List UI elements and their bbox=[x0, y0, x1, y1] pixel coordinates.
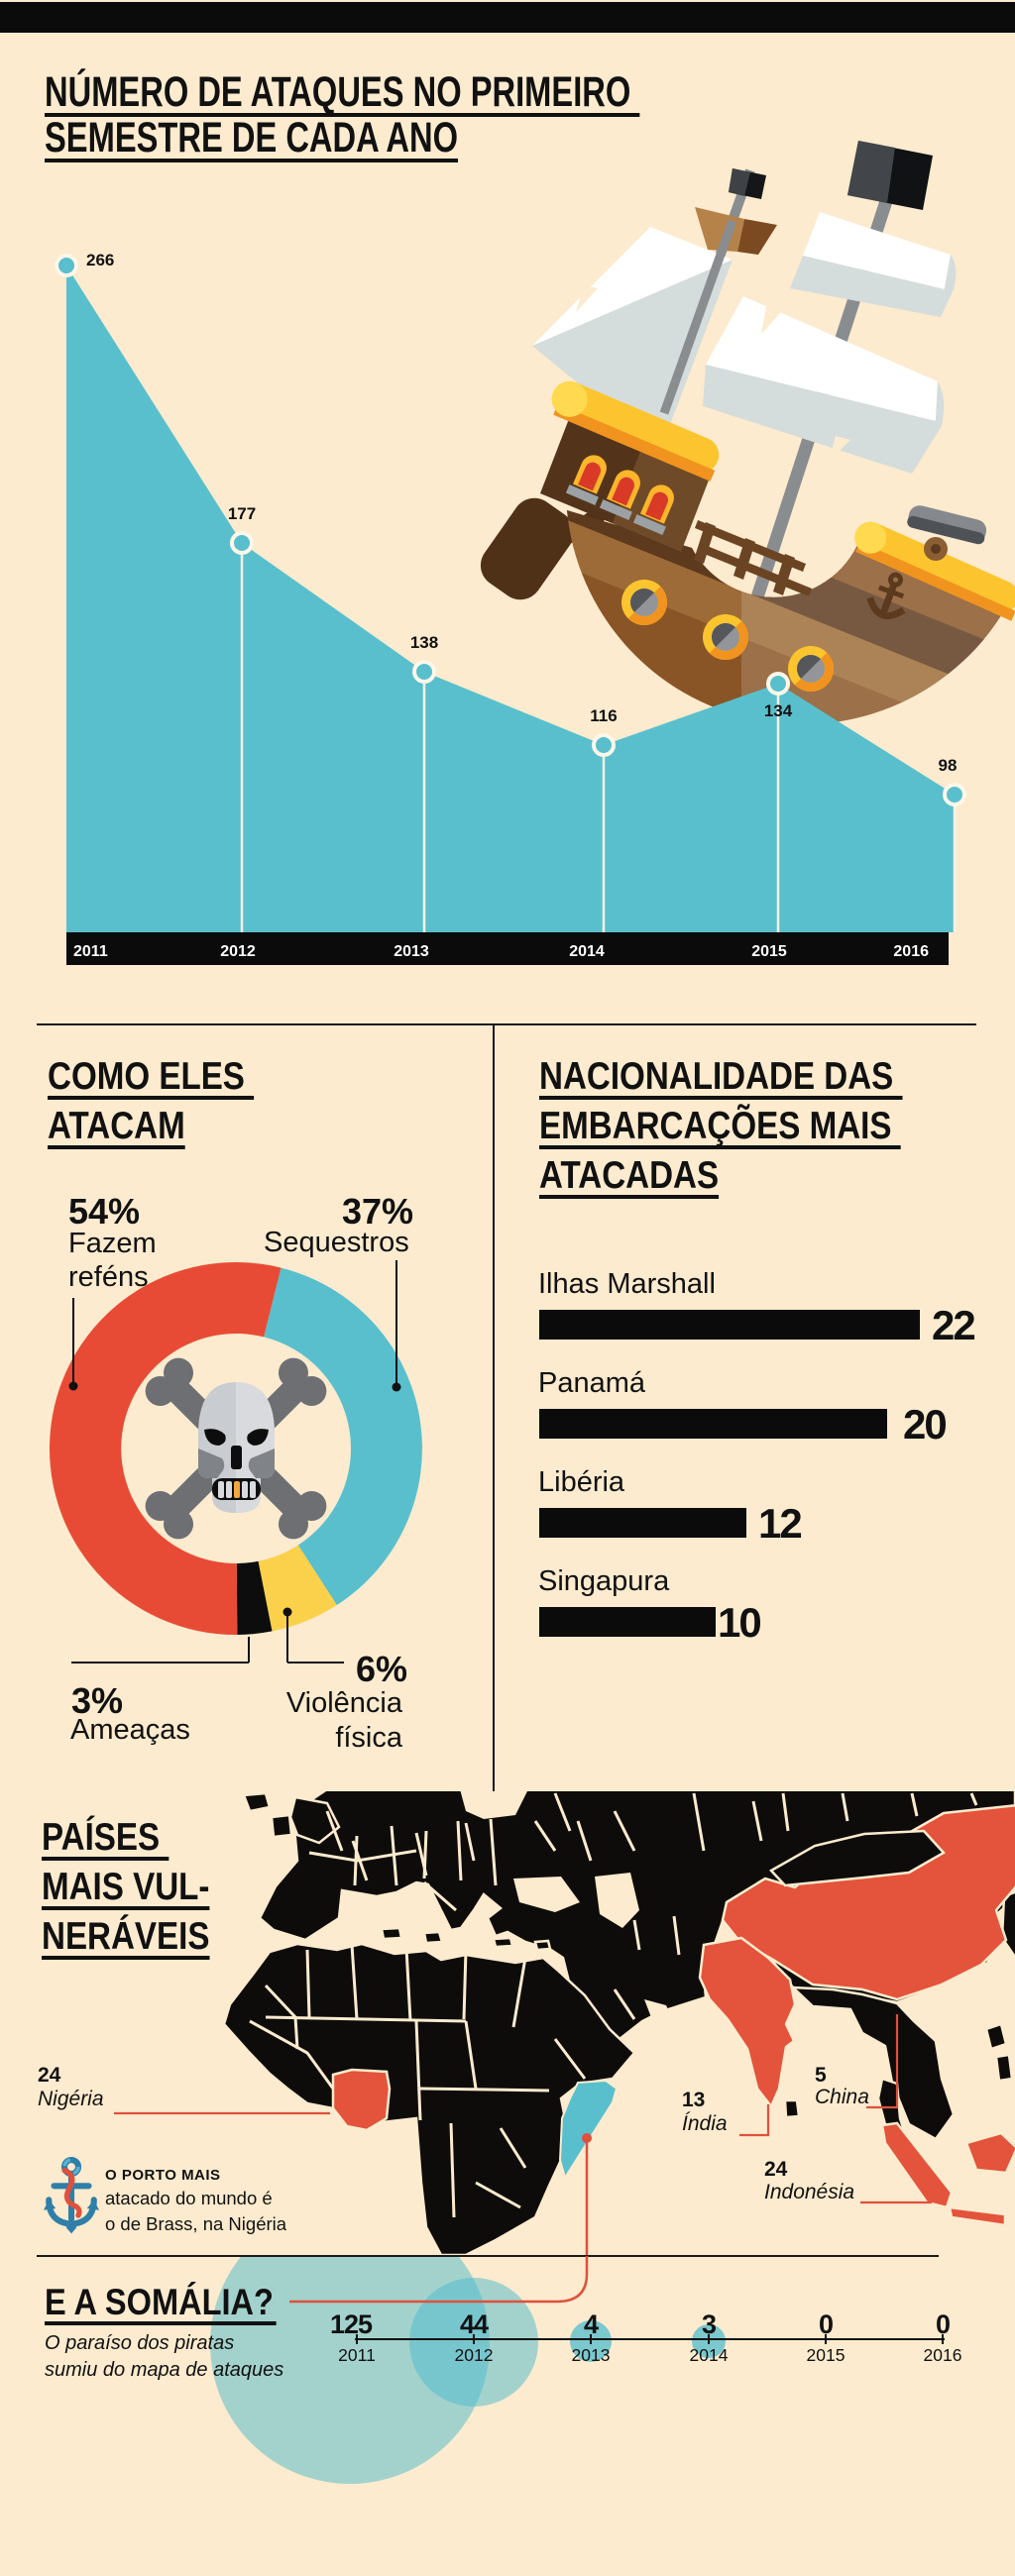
svg-text:2015: 2015 bbox=[807, 2345, 846, 2365]
svg-text:134: 134 bbox=[764, 701, 793, 720]
svg-text:2014: 2014 bbox=[690, 2345, 729, 2365]
svg-text:0: 0 bbox=[819, 2309, 833, 2339]
svg-text:125: 125 bbox=[330, 2309, 373, 2339]
svg-text:2013: 2013 bbox=[572, 2345, 611, 2365]
svg-text:98: 98 bbox=[939, 756, 958, 775]
svg-text:2014: 2014 bbox=[569, 943, 605, 960]
svg-text:2012: 2012 bbox=[455, 2345, 494, 2365]
svg-text:2012: 2012 bbox=[220, 943, 256, 960]
svg-text:2013: 2013 bbox=[394, 943, 429, 960]
svg-text:3: 3 bbox=[702, 2309, 717, 2339]
svg-text:2016: 2016 bbox=[893, 943, 929, 960]
svg-text:0: 0 bbox=[936, 2309, 950, 2339]
svg-text:4: 4 bbox=[584, 2309, 599, 2339]
svg-text:266: 266 bbox=[86, 251, 114, 269]
svg-text:2011: 2011 bbox=[338, 2345, 376, 2365]
svg-text:2016: 2016 bbox=[924, 2345, 962, 2365]
svg-text:2015: 2015 bbox=[751, 943, 787, 960]
svg-text:2011: 2011 bbox=[73, 943, 108, 960]
svg-text:177: 177 bbox=[228, 504, 256, 523]
svg-text:138: 138 bbox=[410, 633, 438, 652]
svg-text:116: 116 bbox=[590, 706, 617, 725]
svg-text:44: 44 bbox=[460, 2309, 489, 2339]
